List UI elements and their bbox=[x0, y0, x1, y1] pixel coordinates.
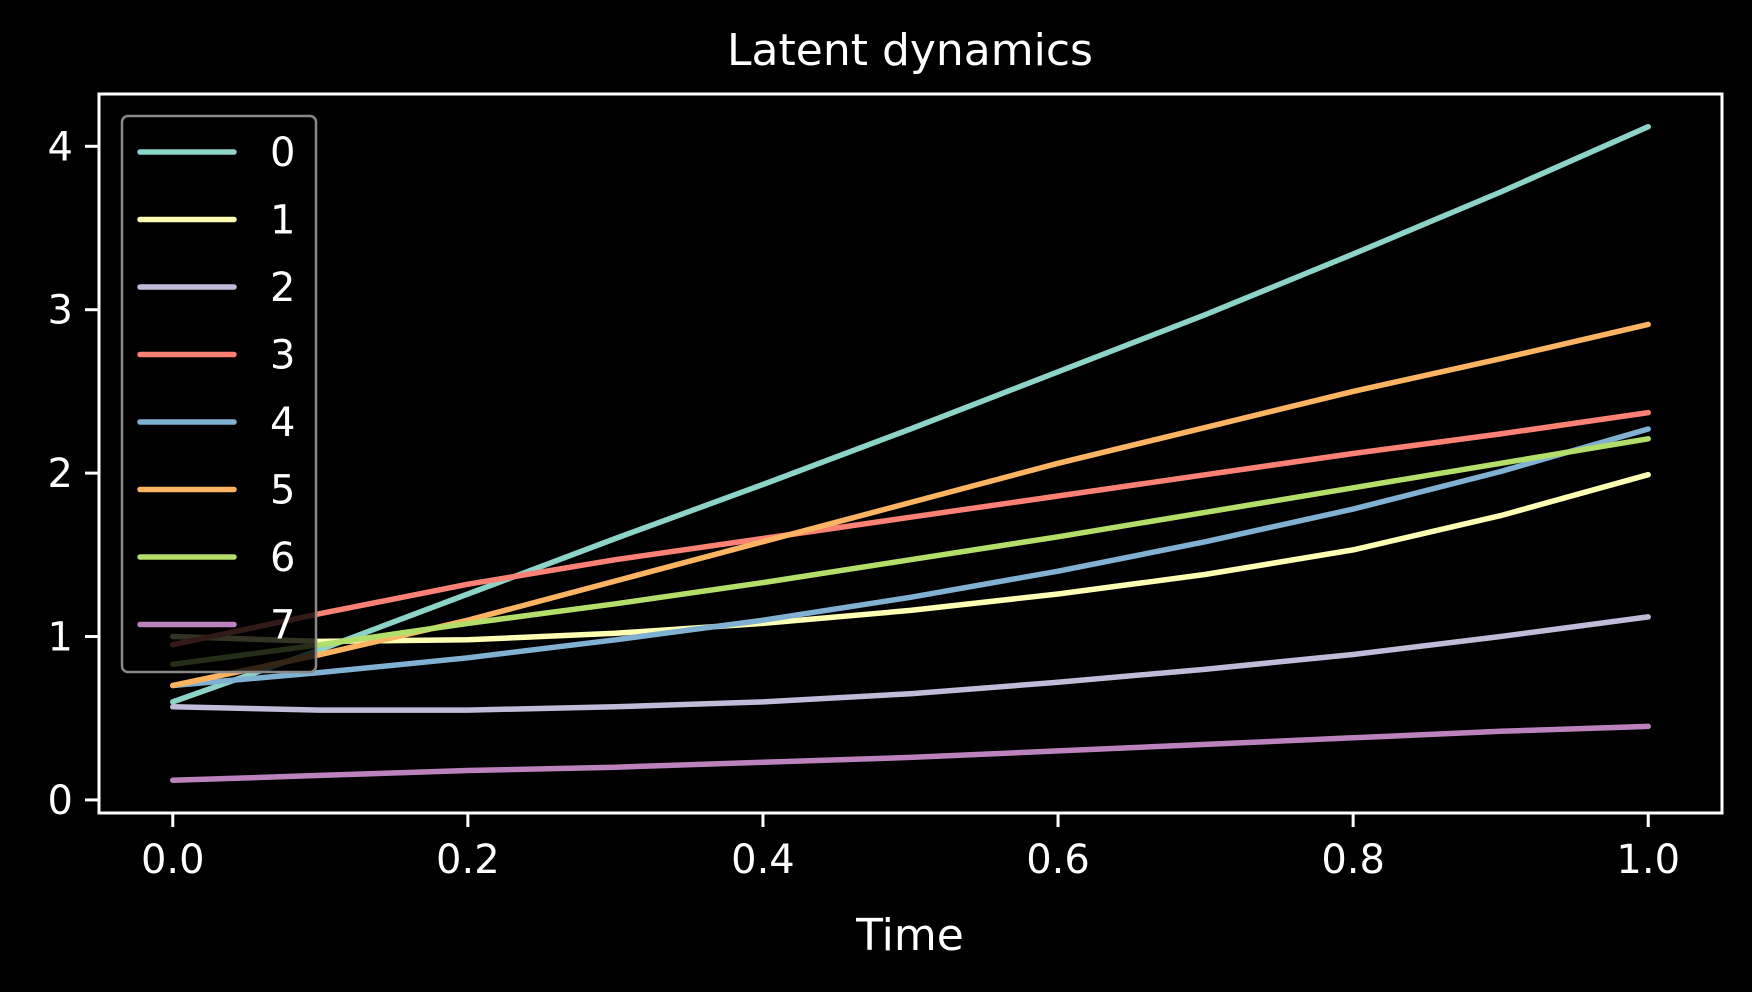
series-line-4 bbox=[170, 426, 1651, 689]
x-tick-label: 0.2 bbox=[436, 837, 500, 883]
y-tick-label: 3 bbox=[48, 288, 73, 334]
plot-frame bbox=[97, 92, 1724, 815]
y-tick-label: 2 bbox=[48, 451, 73, 497]
series-line-6 bbox=[170, 436, 1651, 668]
legend-label-3: 3 bbox=[270, 333, 295, 379]
y-tick-label: 4 bbox=[48, 124, 73, 170]
series-layer bbox=[170, 123, 1651, 784]
legend-label-7: 7 bbox=[270, 603, 295, 649]
legend-label-6: 6 bbox=[270, 535, 295, 581]
legend-label-4: 4 bbox=[270, 400, 295, 446]
legend-label-0: 0 bbox=[270, 130, 295, 176]
x-axis-label: Time bbox=[855, 910, 964, 961]
x-tick-label: 0.4 bbox=[731, 837, 795, 883]
x-tick-label: 0.6 bbox=[1026, 837, 1090, 883]
series-line-0 bbox=[170, 123, 1651, 705]
y-tick-label: 0 bbox=[48, 778, 73, 824]
legend: 0 1 2 3 4 5 6 7 bbox=[120, 114, 318, 674]
legend-box bbox=[120, 114, 318, 674]
series-line-1 bbox=[170, 471, 1651, 645]
series-line-7 bbox=[170, 723, 1651, 784]
x-tick-label: 0.8 bbox=[1321, 837, 1385, 883]
x-axis: 0.0 0.2 0.4 0.6 0.8 1.0 bbox=[141, 813, 1680, 883]
series-line-2 bbox=[170, 614, 1651, 713]
series-line-3 bbox=[170, 409, 1651, 648]
legend-label-1: 1 bbox=[270, 198, 295, 244]
legend-label-2: 2 bbox=[270, 265, 295, 311]
y-tick-label: 1 bbox=[48, 615, 73, 661]
x-tick-label: 1.0 bbox=[1616, 837, 1680, 883]
y-axis: 0 1 2 3 4 bbox=[48, 124, 99, 824]
x-tick-label: 0.0 bbox=[141, 837, 205, 883]
legend-label-5: 5 bbox=[270, 468, 295, 514]
chart-title: Latent dynamics bbox=[727, 25, 1093, 76]
